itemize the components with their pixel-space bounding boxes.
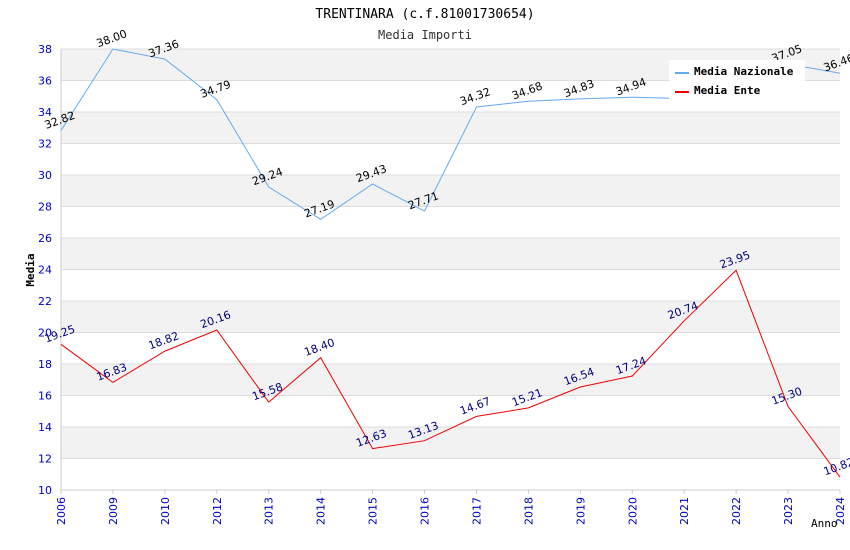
x-tick-label: 2022 xyxy=(730,497,743,525)
y-tick-label: 30 xyxy=(38,169,52,182)
legend-box xyxy=(669,60,805,100)
y-tick-label: 36 xyxy=(38,75,52,88)
grid-band xyxy=(61,332,840,364)
x-tick-labels: 2006 2009 2010 2012 2013 2014 2015 2016 2017 2018… xyxy=(55,497,847,525)
x-tick-label: 2020 xyxy=(626,497,639,525)
grid-band xyxy=(61,301,840,333)
x-tick-label: 2024 xyxy=(834,497,847,525)
x-tick-label: 2016 xyxy=(419,497,432,525)
y-tick-label: 14 xyxy=(38,421,52,434)
grid-band xyxy=(61,175,840,207)
series-line-ente xyxy=(60,269,841,478)
chart-title: TRENTINARA (c.f.81001730654) xyxy=(315,7,534,22)
data-label-nazionale: 38.00 xyxy=(95,27,129,50)
x-tick-label: 2014 xyxy=(315,497,328,525)
y-tick-label: 34 xyxy=(38,106,52,119)
x-tick-label: 2009 xyxy=(107,497,120,525)
x-tick-label: 2015 xyxy=(367,497,380,525)
grid-band xyxy=(61,395,840,427)
y-tick-label: 18 xyxy=(38,358,52,371)
x-tick-label: 2013 xyxy=(263,497,276,525)
x-tick-label: 2018 xyxy=(522,497,535,525)
gridlines xyxy=(61,48,840,491)
grid-band xyxy=(61,364,840,396)
grid-band xyxy=(61,269,840,301)
y-tick-label: 20 xyxy=(38,327,52,340)
x-tick-label: 2023 xyxy=(782,497,795,525)
x-tick-label: 2010 xyxy=(159,497,172,525)
legend: Media Nazionale Media Ente xyxy=(669,60,805,100)
y-tick-label: 22 xyxy=(38,295,52,308)
grid-band xyxy=(61,427,840,459)
y-tick-label: 32 xyxy=(38,138,52,151)
x-axis-label: Anno xyxy=(811,517,838,530)
grid-band xyxy=(61,206,840,238)
y-tick-label: 10 xyxy=(38,484,52,497)
x-tick-label: 2019 xyxy=(574,497,587,525)
y-tick-label: 38 xyxy=(38,43,52,56)
grid-band xyxy=(61,238,840,270)
y-tick-label: 28 xyxy=(38,201,52,214)
y-tick-label: 16 xyxy=(38,390,52,403)
legend-label-ente: Media Ente xyxy=(694,84,761,97)
x-tick-label: 2012 xyxy=(211,497,224,525)
y-tick-label: 12 xyxy=(38,453,52,466)
axes xyxy=(60,49,841,494)
y-axis-label: Media xyxy=(24,253,37,286)
y-tick-labels: 10 12 14 16 18 20 22 24 26 28 30 32 34 36 38 xyxy=(38,43,52,497)
y-tick-label: 24 xyxy=(38,264,52,277)
x-tick-label: 2006 xyxy=(55,497,68,525)
chart-subtitle: Media Importi xyxy=(378,28,472,42)
background-bands xyxy=(61,49,840,490)
x-tick-label: 2017 xyxy=(470,497,483,525)
x-tick-label: 2021 xyxy=(678,497,691,525)
grid-band xyxy=(61,112,840,144)
legend-label-nazionale: Media Nazionale xyxy=(694,65,794,78)
grid-band xyxy=(61,458,840,490)
y-tick-label: 26 xyxy=(38,232,52,245)
